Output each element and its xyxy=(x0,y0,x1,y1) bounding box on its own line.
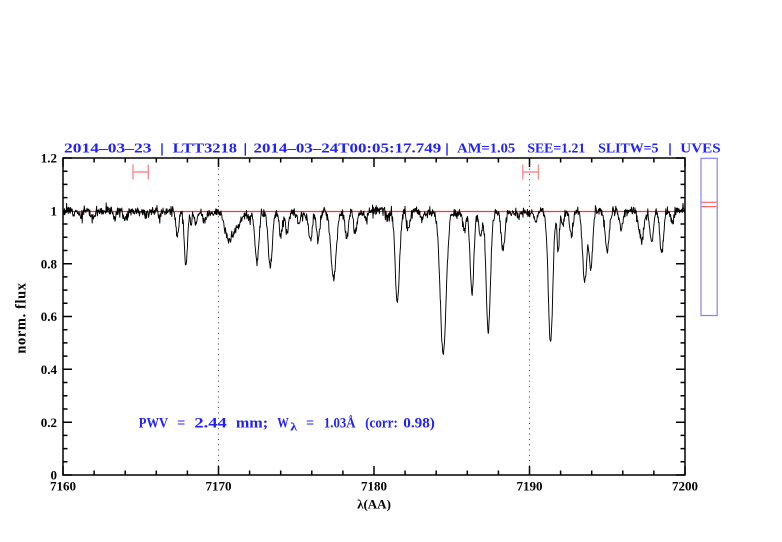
svg-text:LTT3218: LTT3218 xyxy=(173,141,238,156)
svg-text:AM=1.05: AM=1.05 xyxy=(457,141,515,156)
svg-text:0.6: 0.6 xyxy=(41,309,58,324)
svg-text:1.2: 1.2 xyxy=(41,151,57,166)
svg-text:=: = xyxy=(306,415,314,432)
svg-text:0.4: 0.4 xyxy=(41,362,58,377)
svg-text:2.44: 2.44 xyxy=(194,415,227,432)
svg-text:PWV: PWV xyxy=(139,415,168,432)
svg-text:UVES: UVES xyxy=(680,141,720,156)
svg-text:0: 0 xyxy=(51,468,58,483)
svg-text:0.8: 0.8 xyxy=(41,256,58,271)
svg-text:0.2: 0.2 xyxy=(41,415,57,430)
svg-text:norm. flux: norm. flux xyxy=(14,282,30,353)
svg-text:=: = xyxy=(177,415,185,432)
svg-text:2014–03–23: 2014–03–23 xyxy=(64,141,152,156)
svg-text:λ: λ xyxy=(290,422,297,434)
svg-text:(corr:: (corr: xyxy=(365,415,398,432)
svg-text:SEE=1.21: SEE=1.21 xyxy=(527,141,585,156)
svg-text:mm;: mm; xyxy=(236,415,268,432)
svg-text:7180: 7180 xyxy=(361,479,387,494)
svg-text:W: W xyxy=(277,415,289,432)
svg-text:1: 1 xyxy=(51,203,58,218)
svg-text:7190: 7190 xyxy=(517,479,543,494)
svg-text:7160: 7160 xyxy=(50,479,76,494)
svg-text:2014–03–24T00:05:17.749: 2014–03–24T00:05:17.749 xyxy=(254,141,442,156)
svg-text:SLITW=5: SLITW=5 xyxy=(598,141,658,156)
svg-text:λ(AA): λ(AA) xyxy=(357,497,391,512)
svg-text:1.03Å: 1.03Å xyxy=(324,415,356,432)
svg-text:7170: 7170 xyxy=(206,479,232,494)
svg-text:7200: 7200 xyxy=(672,479,698,494)
svg-text:0.98): 0.98) xyxy=(403,415,435,432)
